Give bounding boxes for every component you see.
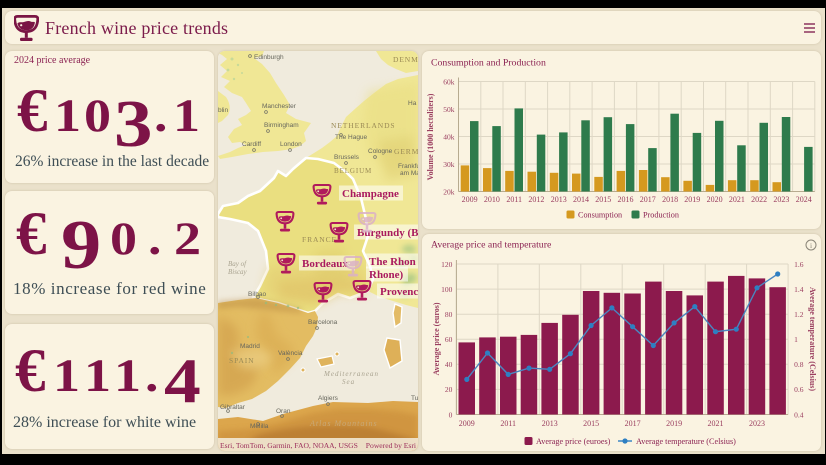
svg-text:Biscay: Biscay — [228, 268, 248, 276]
svg-text:Bilbao: Bilbao — [248, 291, 266, 298]
svg-text:FRANCE: FRANCE — [302, 235, 337, 244]
svg-text:València: València — [278, 350, 303, 357]
svg-text:60k: 60k — [443, 77, 455, 86]
svg-text:DENMA: DENMA — [393, 55, 418, 64]
svg-text:i: i — [809, 241, 811, 250]
svg-text:0.6: 0.6 — [794, 385, 804, 394]
svg-text:40: 40 — [444, 360, 452, 369]
svg-text:2020: 2020 — [706, 195, 722, 204]
svg-text:2019: 2019 — [684, 195, 700, 204]
svg-text:2023: 2023 — [749, 419, 765, 428]
svg-text:1.6: 1.6 — [794, 260, 804, 269]
svg-text:Sea: Sea — [342, 378, 355, 386]
svg-text:Consumption and Production: Consumption and Production — [431, 57, 546, 68]
svg-text:Rhone): Rhone) — [369, 269, 404, 281]
svg-text:Powered by Esri: Powered by Esri — [366, 441, 416, 450]
svg-text:Production: Production — [643, 210, 679, 219]
svg-text:The Rhon: The Rhon — [369, 256, 416, 268]
svg-text:Oran: Oran — [276, 408, 291, 415]
svg-text:Bordeaux: Bordeaux — [302, 258, 348, 270]
svg-text:2012: 2012 — [528, 195, 544, 204]
svg-text:2019: 2019 — [666, 419, 682, 428]
svg-text:Esri, TomTom, Garmin, FAO, NOA: Esri, TomTom, Garmin, FAO, NOAA, USGS — [220, 441, 358, 450]
svg-text:2011: 2011 — [506, 195, 522, 204]
svg-text:2013: 2013 — [550, 195, 566, 204]
svg-text:0.4: 0.4 — [794, 410, 804, 419]
svg-text:2018: 2018 — [662, 195, 678, 204]
svg-text:2015: 2015 — [595, 195, 611, 204]
svg-text:2023: 2023 — [773, 195, 789, 204]
svg-text:2022: 2022 — [751, 195, 767, 204]
svg-text:Consumption: Consumption — [578, 210, 622, 219]
svg-text:Algiers: Algiers — [318, 395, 339, 402]
svg-text:1.4: 1.4 — [794, 285, 804, 294]
svg-text:2009: 2009 — [458, 419, 474, 428]
svg-text:Average temperature (Celsius): Average temperature (Celsius) — [808, 287, 817, 391]
svg-text:120: 120 — [441, 260, 453, 269]
svg-text:Birmingham: Birmingham — [264, 122, 299, 129]
svg-text:Mediterranean: Mediterranean — [323, 370, 379, 378]
svg-text:Brussels: Brussels — [334, 154, 360, 161]
svg-text:Average price (euroes): Average price (euroes) — [536, 437, 611, 446]
svg-text:20: 20 — [444, 385, 452, 394]
svg-text:2017: 2017 — [639, 195, 655, 204]
svg-text:60: 60 — [444, 335, 452, 344]
svg-text:Burgundy (B: Burgundy (B — [357, 227, 418, 239]
svg-text:Edinburgh: Edinburgh — [254, 54, 284, 61]
svg-text:2013: 2013 — [541, 419, 557, 428]
svg-text:Volume (1000 hectoliters): Volume (1000 hectoliters) — [426, 93, 435, 180]
svg-text:The Hague: The Hague — [335, 134, 368, 141]
svg-text:2017: 2017 — [624, 419, 640, 428]
svg-text:2021: 2021 — [728, 195, 744, 204]
svg-text:2021: 2021 — [707, 419, 723, 428]
svg-text:1: 1 — [794, 335, 798, 344]
svg-text:Atlas Mountains: Atlas Mountains — [309, 419, 378, 428]
svg-text:BELGIUM: BELGIUM — [334, 167, 372, 175]
svg-text:40k: 40k — [443, 132, 455, 141]
svg-text:0: 0 — [448, 410, 452, 419]
svg-text:am Main: am Main — [400, 170, 418, 177]
svg-text:Average temperature (Celsius): Average temperature (Celsius) — [636, 437, 736, 446]
svg-text:London: London — [280, 141, 302, 148]
svg-text:Tu: Tu — [411, 395, 418, 402]
svg-text:0.8: 0.8 — [794, 360, 804, 369]
svg-text:Provenc: Provenc — [380, 286, 418, 298]
svg-text:blin: blin — [218, 107, 229, 114]
svg-text:2016: 2016 — [617, 195, 633, 204]
svg-text:2015: 2015 — [583, 419, 599, 428]
svg-text:SPAIN: SPAIN — [229, 356, 254, 365]
svg-text:Cardiff: Cardiff — [242, 141, 261, 148]
svg-text:2010: 2010 — [483, 195, 499, 204]
svg-text:Champagne: Champagne — [342, 188, 399, 200]
svg-text:30k: 30k — [443, 159, 455, 168]
svg-text:1.2: 1.2 — [794, 310, 804, 319]
svg-text:Melilla: Melilla — [250, 423, 269, 430]
svg-text:Average price and temperature: Average price and temperature — [431, 240, 552, 251]
svg-text:Gibraltar: Gibraltar — [220, 404, 246, 411]
svg-text:Ha: Ha — [408, 100, 417, 107]
svg-text:2009: 2009 — [461, 195, 477, 204]
svg-text:2024: 2024 — [795, 195, 811, 204]
svg-text:Barcelona: Barcelona — [308, 319, 338, 326]
svg-text:20k: 20k — [443, 187, 455, 196]
svg-text:Average price (euros): Average price (euros) — [432, 302, 441, 375]
svg-text:Cologne: Cologne — [368, 148, 393, 155]
svg-text:80: 80 — [444, 310, 452, 319]
svg-text:2011: 2011 — [500, 419, 516, 428]
svg-text:GERMA: GERMA — [394, 147, 418, 156]
svg-text:2014: 2014 — [573, 195, 589, 204]
svg-text:NETHERLANDS: NETHERLANDS — [331, 121, 395, 130]
svg-text:Manchester: Manchester — [262, 103, 297, 110]
svg-text:100: 100 — [441, 285, 453, 294]
svg-text:50k: 50k — [443, 104, 455, 113]
svg-text:Frankfur: Frankfur — [398, 163, 418, 170]
svg-text:Madrid: Madrid — [240, 343, 260, 350]
svg-text:Bay of: Bay of — [228, 260, 247, 268]
